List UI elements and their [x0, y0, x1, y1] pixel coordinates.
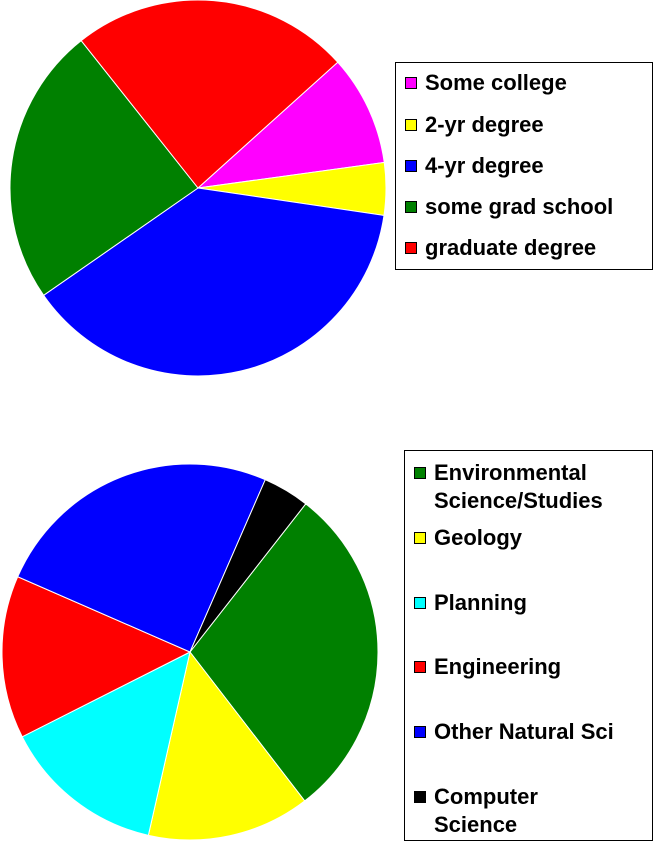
legend-label: Some college	[425, 70, 567, 95]
legend-swatch	[414, 726, 426, 738]
legend-label: Planning	[434, 590, 527, 615]
education-pie-chart	[9, 0, 387, 377]
legend-label: Engineering	[434, 654, 562, 679]
pie-slice-computer-science	[189, 479, 307, 653]
legend-label: Environmental Science/Studies	[434, 460, 603, 513]
legend-swatch	[414, 597, 426, 609]
legend-swatch	[414, 532, 426, 544]
pie-slice-engineering	[1, 576, 192, 738]
legend-swatch	[405, 201, 417, 213]
legend-label: Geology	[434, 525, 523, 550]
legend-swatch	[414, 791, 426, 803]
education-legend: Some college 2-yr degree 4-yr degree some g…	[395, 62, 653, 270]
legend-label: Computer Science	[434, 784, 538, 837]
legend-swatch	[405, 242, 417, 254]
pie-slice-geology	[147, 650, 306, 841]
field-pie-chart	[1, 463, 379, 841]
legend-swatch	[405, 160, 417, 172]
legend-swatch	[405, 119, 417, 131]
legend-label: 4-yr degree	[425, 153, 544, 178]
pie-slice-graduate-degree	[80, 0, 339, 189]
legend-label: graduate degree	[425, 235, 597, 260]
legend-swatch	[405, 77, 417, 89]
legend-label: some grad school	[425, 194, 614, 219]
pie-slice-4-yr-degree	[42, 187, 385, 377]
pie-slice-some-college	[196, 61, 385, 189]
pie-slice-some-grad-school	[9, 39, 199, 296]
field-legend: Environmental Science/Studies Geology Plan…	[404, 450, 653, 841]
legend-label: Other Natural Sci	[434, 719, 614, 744]
legend-swatch	[414, 467, 426, 479]
legend-swatch	[414, 661, 426, 673]
pie-slice-other-natural-sci	[17, 463, 266, 653]
legend-label: 2-yr degree	[425, 112, 544, 137]
pie-slice-environmental-science-studies	[189, 503, 379, 802]
pie-slice-planning	[21, 651, 191, 836]
